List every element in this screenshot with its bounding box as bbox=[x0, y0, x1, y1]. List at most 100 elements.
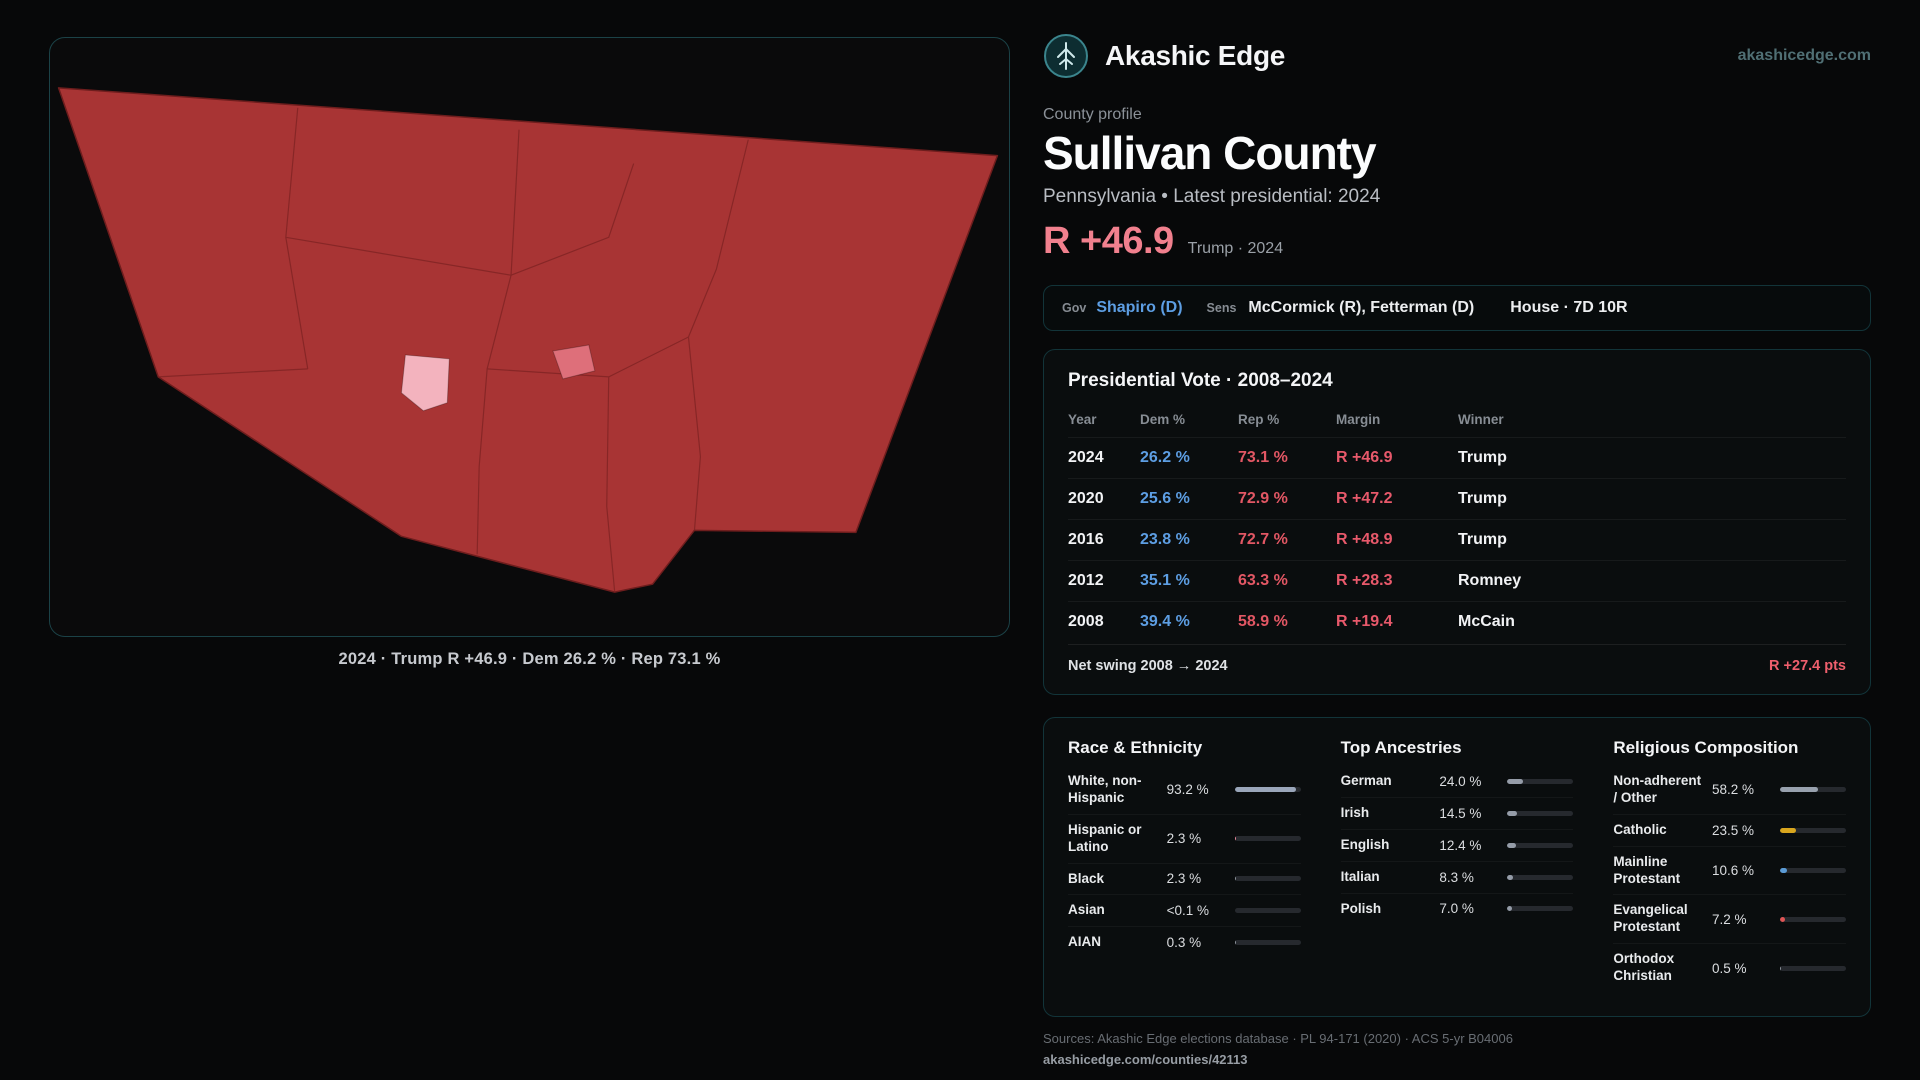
officials-box: Gov Shapiro (D) Sens McCormick (R), Fett… bbox=[1043, 285, 1871, 331]
ancestries-section-title: Top Ancestries bbox=[1340, 738, 1462, 757]
stat-bar-track bbox=[1234, 876, 1301, 882]
stat-value: 93.2 % bbox=[1166, 782, 1209, 798]
religion-section-title: Religious Composition bbox=[1613, 738, 1799, 757]
vote-row: 2024 26.2 % 73.1 % R +46.9 Trump bbox=[1068, 437, 1846, 478]
stat-value: 24.0 % bbox=[1439, 773, 1482, 789]
stat-row: Asian <0.1 % bbox=[1068, 895, 1301, 928]
brand-domain-link[interactable]: akashicedge.com bbox=[1737, 47, 1871, 64]
stat-bar-track bbox=[1234, 787, 1301, 793]
stat-row: Non-adherent / Other 58.2 % bbox=[1613, 766, 1846, 815]
stat-value: 7.2 % bbox=[1712, 911, 1747, 927]
stat-bar-track bbox=[1780, 916, 1846, 922]
demographics-panel: Race & Ethnicity White, non-Hispanic 93.… bbox=[1043, 717, 1871, 1017]
stat-bar-track bbox=[1234, 836, 1301, 842]
county-shape[interactable] bbox=[57, 87, 999, 593]
vote-margin: R +28.3 bbox=[1336, 572, 1393, 589]
precinct-highlight-light[interactable] bbox=[400, 354, 450, 412]
stat-row: German 24.0 % bbox=[1340, 766, 1574, 798]
stat-bar-fill bbox=[1507, 842, 1516, 848]
stat-value: 0.5 % bbox=[1712, 960, 1747, 976]
stat-value: 12.4 % bbox=[1439, 837, 1482, 853]
col-rep: Rep % bbox=[1238, 412, 1280, 427]
vote-year: 2024 bbox=[1068, 449, 1104, 466]
stat-bar-track bbox=[1780, 787, 1846, 793]
county-permalink[interactable]: akashicedge.com/counties/42113 bbox=[1043, 1051, 1248, 1067]
vote-winner: Trump bbox=[1458, 449, 1507, 466]
vote-dem: 39.4 % bbox=[1140, 613, 1190, 630]
profile-column: Akashic Edge akashicedge.com County prof… bbox=[1043, 32, 1871, 1080]
vote-rep: 58.9 % bbox=[1238, 613, 1288, 630]
stat-label: Asian bbox=[1068, 902, 1105, 918]
stat-bar-fill bbox=[1234, 876, 1237, 882]
stat-label: Evangelical Protestant bbox=[1613, 902, 1688, 935]
stat-row: Irish 14.5 % bbox=[1340, 798, 1574, 830]
precinct-boundaries bbox=[158, 107, 749, 593]
stat-bar-track bbox=[1234, 940, 1301, 946]
vote-margin: R +48.9 bbox=[1336, 531, 1393, 548]
headline-margin-row: R +46.9 Trump · 2024 bbox=[1043, 220, 1871, 263]
stat-row: Hispanic or Latino 2.3 % bbox=[1068, 815, 1301, 864]
vote-rep: 72.7 % bbox=[1238, 531, 1288, 548]
vote-panel-title: Presidential Vote · 2008–2024 bbox=[1068, 370, 1333, 391]
stat-value: 8.3 % bbox=[1439, 869, 1474, 885]
precinct-highlight-mid[interactable] bbox=[552, 344, 596, 380]
stat-label: Hispanic or Latino bbox=[1068, 821, 1142, 854]
stat-bar-track bbox=[1780, 965, 1846, 971]
vote-row: 2008 39.4 % 58.9 % R +19.4 McCain bbox=[1068, 601, 1846, 642]
stat-bar-fill bbox=[1780, 868, 1787, 873]
presidential-vote-panel: Presidential Vote · 2008–2024 Year Dem %… bbox=[1043, 349, 1871, 695]
vote-dem: 35.1 % bbox=[1140, 572, 1190, 589]
stat-row: Evangelical Protestant 7.2 % bbox=[1613, 895, 1846, 945]
brand-name: Akashic Edge bbox=[1105, 40, 1286, 71]
stat-bar-fill bbox=[1780, 787, 1819, 793]
stat-bar-track bbox=[1234, 908, 1301, 914]
senators-value: McCormick (R), Fetterman (D) bbox=[1248, 299, 1475, 316]
page-subtitle: Pennsylvania • Latest presidential: 2024 bbox=[1043, 186, 1381, 207]
stat-row: Black 2.3 % bbox=[1068, 864, 1301, 896]
vote-winner: Romney bbox=[1458, 572, 1522, 589]
headline-margin-value: R +46.9 bbox=[1043, 220, 1174, 262]
gov-label: Gov bbox=[1062, 301, 1087, 315]
county-map-svg[interactable] bbox=[50, 38, 1009, 636]
stat-bar-track bbox=[1780, 868, 1846, 873]
net-swing-value: R +27.4 pts bbox=[1769, 658, 1846, 674]
religion-section: Religious Composition Non-adherent / Oth… bbox=[1613, 738, 1846, 992]
stat-value: 7.0 % bbox=[1439, 901, 1474, 917]
vote-margin: R +46.9 bbox=[1336, 449, 1393, 466]
vote-margin: R +47.2 bbox=[1336, 490, 1393, 507]
stat-bar-fill bbox=[1507, 906, 1512, 912]
stat-row: Italian 8.3 % bbox=[1340, 862, 1574, 894]
vote-year: 2016 bbox=[1068, 531, 1104, 548]
vote-table-header: Year Dem % Rep % Margin Winner bbox=[1068, 406, 1846, 437]
stat-bar-track bbox=[1780, 827, 1846, 833]
stat-bar-track bbox=[1507, 874, 1574, 880]
eyebrow-label: County profile bbox=[1043, 106, 1142, 123]
sens-label: Sens bbox=[1206, 301, 1237, 315]
stat-value: 23.5 % bbox=[1712, 822, 1755, 838]
vote-margin: R +19.4 bbox=[1336, 613, 1393, 630]
stat-bar-track bbox=[1507, 906, 1574, 912]
stat-label: German bbox=[1340, 773, 1392, 788]
vote-dem: 26.2 % bbox=[1140, 449, 1190, 466]
stat-row: Polish 7.0 % bbox=[1341, 894, 1574, 925]
county-map-panel[interactable] bbox=[49, 37, 1010, 637]
vote-year: 2012 bbox=[1068, 572, 1104, 589]
akashic-edge-logo-icon[interactable] bbox=[1043, 33, 1089, 79]
race-section-title: Race & Ethnicity bbox=[1068, 738, 1203, 757]
house-delegation-value: House · 7D 10R bbox=[1510, 299, 1628, 316]
stat-row: English 12.4 % bbox=[1340, 830, 1574, 862]
vote-rep: 63.3 % bbox=[1238, 572, 1288, 589]
net-swing-row: Net swing 2008 → 2024 R +27.4 pts bbox=[1068, 644, 1846, 680]
stat-value: 10.6 % bbox=[1712, 863, 1755, 878]
stat-bar-fill bbox=[1780, 827, 1796, 833]
stat-value: 2.3 % bbox=[1166, 831, 1202, 847]
stat-label: Italian bbox=[1340, 868, 1380, 884]
stat-label: Non-adherent / Other bbox=[1613, 773, 1702, 805]
stat-label: Mainline Protestant bbox=[1613, 853, 1681, 886]
stat-bar-track bbox=[1507, 810, 1574, 816]
governor-link[interactable]: Shapiro (D) bbox=[1096, 299, 1183, 316]
ancestries-section: Top Ancestries German 24.0 % Irish 14.5 … bbox=[1340, 738, 1574, 992]
stat-label: Black bbox=[1068, 870, 1105, 886]
stat-label: Irish bbox=[1340, 804, 1370, 820]
stat-bar-track bbox=[1507, 778, 1574, 784]
